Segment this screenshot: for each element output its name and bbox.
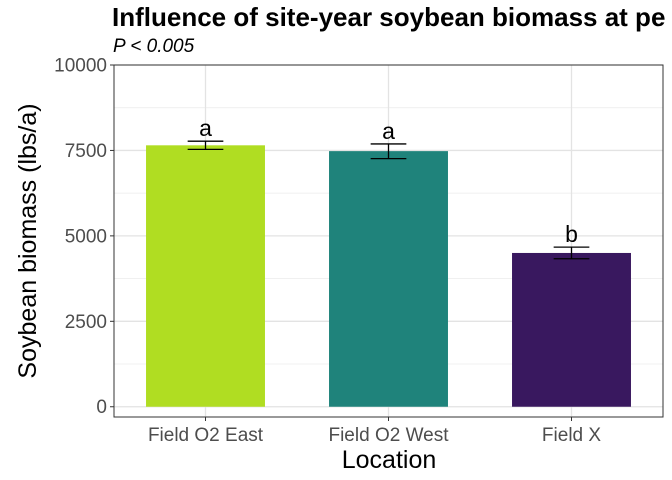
significance-label: b <box>565 221 578 247</box>
y-tick-label: 5000 <box>65 226 107 247</box>
x-tick-label: Field O2 West <box>328 425 449 446</box>
x-axis-title: Location <box>342 446 437 474</box>
y-axis-ticks: 0 2500 5000 7500 10000 <box>54 56 114 418</box>
y-tick-label: 7500 <box>65 141 107 162</box>
x-axis-ticks: Field O2 East Field O2 West Field X <box>148 417 601 446</box>
significance-label: a <box>199 115 212 141</box>
significance-labels: a a b <box>199 115 578 247</box>
significance-label: a <box>382 118 395 144</box>
chart-title: Influence of site-year soybean biomass a… <box>112 2 666 32</box>
y-tick-label: 2500 <box>65 312 107 333</box>
bars <box>146 145 631 407</box>
error-bars <box>187 140 590 260</box>
bar <box>146 145 265 407</box>
x-tick-label: Field X <box>542 425 601 446</box>
y-axis-title: Soybean biomass (lbs/a) <box>14 103 42 378</box>
x-tick-label: Field O2 East <box>148 425 264 446</box>
bar <box>512 252 631 407</box>
bar <box>329 151 448 407</box>
y-tick-label: 10000 <box>54 56 107 77</box>
chart-subtitle: P < 0.005 <box>113 36 195 57</box>
y-tick-label: 0 <box>96 397 107 418</box>
